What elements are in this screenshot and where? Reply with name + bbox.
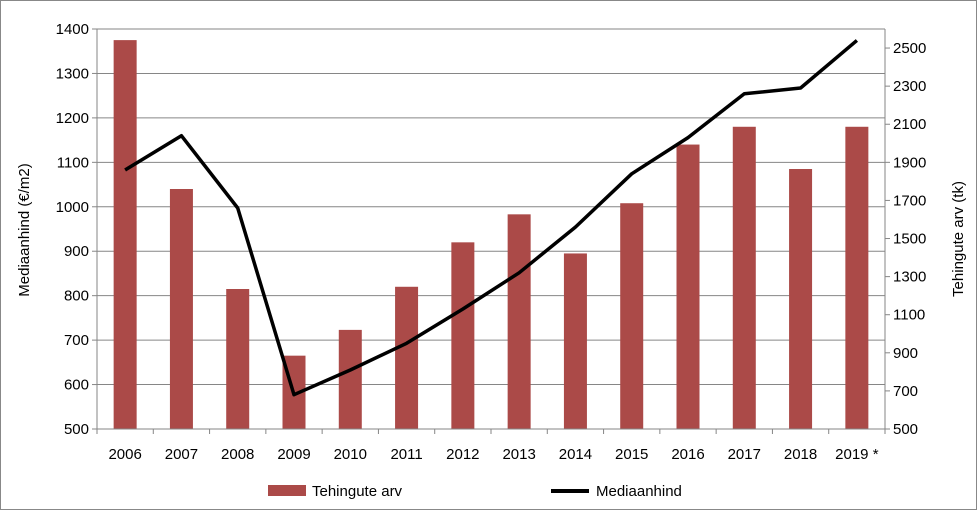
x-tick-label: 2006 xyxy=(108,446,141,463)
line-series xyxy=(124,39,859,397)
bar xyxy=(338,329,362,429)
x-tick-label: 2007 xyxy=(165,446,198,463)
bar xyxy=(395,286,419,429)
x-tick-label: 2012 xyxy=(446,446,479,463)
right-tick-label: 1300 xyxy=(893,269,926,286)
median-price-line xyxy=(124,39,859,397)
x-tick-label: 2017 xyxy=(728,446,761,463)
left-tick-label: 1000 xyxy=(56,199,89,216)
right-tick-label: 2100 xyxy=(893,116,926,133)
legend-label-bars: Tehingute arv xyxy=(312,483,403,500)
x-tick-label: 2008 xyxy=(221,446,254,463)
right-tick-label: 1700 xyxy=(893,192,926,209)
left-tick-label: 1200 xyxy=(56,110,89,127)
bar xyxy=(169,189,193,429)
bar xyxy=(676,144,700,430)
x-tick-label: 2013 xyxy=(502,446,535,463)
bar xyxy=(113,40,137,429)
x-tick-label: 2010 xyxy=(334,446,367,463)
bar-series xyxy=(113,40,869,430)
bar xyxy=(507,214,531,429)
left-tick-label: 1400 xyxy=(56,21,89,38)
left-tick-label: 1300 xyxy=(56,65,89,82)
x-tick-label: 2009 xyxy=(277,446,310,463)
right-axis-title: Tehingute arv (tk) xyxy=(950,181,967,297)
left-axis-title: Mediaanhind (€/m2) xyxy=(16,163,33,296)
legend-label-line: Mediaanhind xyxy=(596,483,682,500)
left-tick-label: 1100 xyxy=(57,154,89,171)
right-axis-ticks: 500 700 900 1100 1300 1500 1700 1900 2100 2300 250… xyxy=(885,40,926,438)
right-tick-label: 500 xyxy=(893,421,918,438)
left-axis-ticks: 500 600 700 800 900 1000 1100 1200 1300 1400 xyxy=(56,21,97,438)
bar xyxy=(563,253,587,429)
axes xyxy=(96,29,886,430)
legend: Tehingute arv Mediaanhind xyxy=(268,483,682,500)
x-axis-ticks: 2006 2007 2008 2009 2010 2011 2012 2013 2014 2015… xyxy=(96,429,886,463)
right-tick-label: 2500 xyxy=(893,40,926,57)
bar xyxy=(451,242,475,429)
bar xyxy=(620,203,644,429)
left-tick-label: 700 xyxy=(64,332,89,349)
legend-swatch-bars xyxy=(268,485,306,496)
right-tick-label: 700 xyxy=(893,383,918,400)
gridlines xyxy=(97,28,885,430)
bar xyxy=(789,169,813,429)
x-tick-label: 2014 xyxy=(559,446,592,463)
left-tick-label: 800 xyxy=(64,288,89,305)
right-tick-label: 1500 xyxy=(893,231,926,248)
right-tick-label: 1100 xyxy=(893,307,925,324)
x-tick-label: 2018 xyxy=(784,446,817,463)
x-tick-label: 2016 xyxy=(671,446,704,463)
x-tick-label: 2011 xyxy=(390,446,422,463)
left-tick-label: 600 xyxy=(64,377,89,394)
x-tick-label: 2019 * xyxy=(835,446,879,463)
bar xyxy=(226,289,250,429)
right-tick-label: 900 xyxy=(893,345,918,362)
right-tick-label: 1900 xyxy=(893,154,926,171)
x-tick-label: 2015 xyxy=(615,446,648,463)
left-tick-label: 500 xyxy=(64,421,89,438)
right-tick-label: 2300 xyxy=(893,78,926,95)
bar xyxy=(732,126,756,430)
left-tick-label: 900 xyxy=(64,243,89,260)
bar xyxy=(845,126,869,430)
